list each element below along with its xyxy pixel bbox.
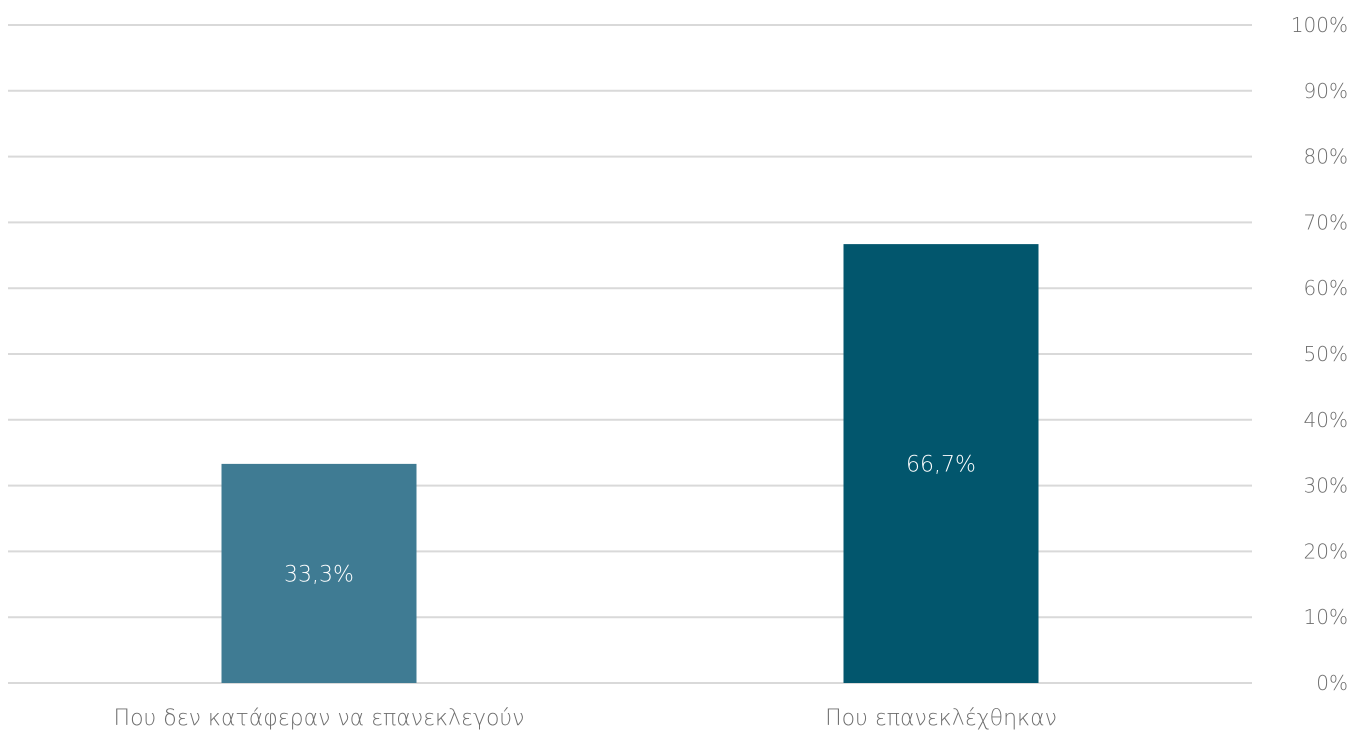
category-label-2: Που επανεκλέχθηκαν: [825, 706, 1057, 731]
y-tick-label: 90%: [1304, 79, 1348, 103]
y-tick-label: 20%: [1304, 539, 1348, 563]
y-tick-label: 40%: [1304, 408, 1348, 432]
y-tick-label: 50%: [1304, 342, 1348, 366]
bars: [221, 244, 1039, 683]
data-label-2: 66,7%: [906, 453, 976, 478]
category-label-1: Που δεν κατάφεραν να επανεκλεγούν: [114, 706, 525, 731]
y-tick-label: 10%: [1304, 605, 1348, 629]
category-labels: Που δεν κατάφεραν να επανεκλεγούν Που επα…: [114, 706, 1057, 731]
y-axis-tick-labels: 0% 10% 20% 30% 40% 50% 60% 70% 80% 90% 100%: [1291, 13, 1348, 695]
y-tick-label: 80%: [1304, 145, 1348, 169]
y-tick-label: 0%: [1316, 671, 1348, 695]
y-tick-label: 100%: [1291, 13, 1348, 37]
y-tick-label: 60%: [1304, 276, 1348, 300]
data-label-1: 33,3%: [284, 562, 354, 587]
bar-2: [843, 244, 1039, 683]
gridlines: [8, 24, 1252, 684]
bar-1: [221, 463, 417, 683]
y-tick-label: 30%: [1304, 474, 1348, 498]
y-tick-label: 70%: [1304, 210, 1348, 234]
data-labels: 33,3% 66,7%: [284, 453, 976, 588]
